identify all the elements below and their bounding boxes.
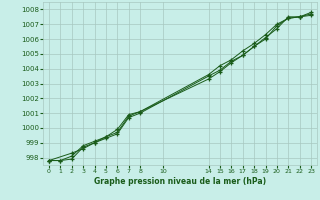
X-axis label: Graphe pression niveau de la mer (hPa): Graphe pression niveau de la mer (hPa)	[94, 177, 266, 186]
